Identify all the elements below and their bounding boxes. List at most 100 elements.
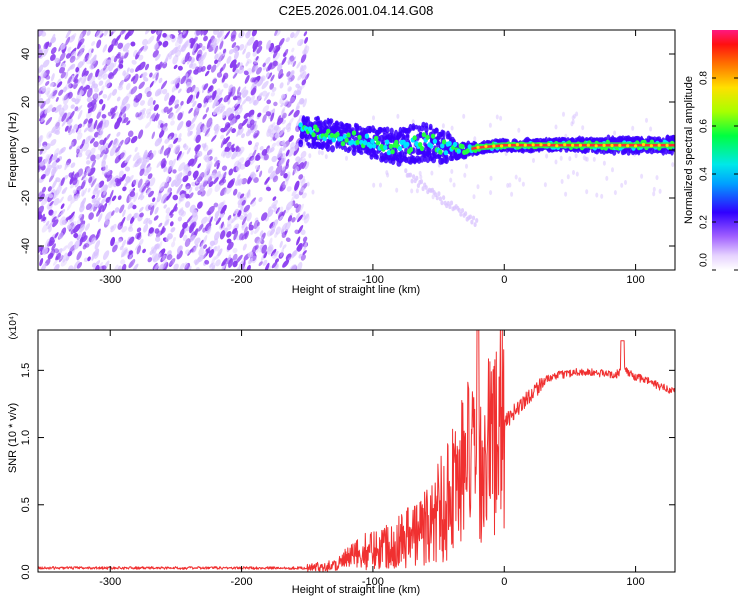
- noise-speckle: [214, 101, 219, 107]
- noise-speckle: [235, 254, 243, 264]
- noise-speckle: [278, 252, 284, 259]
- noise-speckle: [273, 250, 279, 257]
- noise-speckle: [96, 122, 103, 132]
- noise-speckle: [190, 114, 198, 125]
- noise-speckle: [149, 177, 156, 187]
- noise-speckle: [166, 187, 171, 196]
- noise-speckle: [41, 213, 45, 222]
- noise-speckle: [206, 160, 213, 170]
- trace-outer-blob: [330, 145, 335, 153]
- noise-speckle: [75, 66, 80, 73]
- noise-speckle: [118, 63, 124, 69]
- noise-speckle: [46, 90, 50, 98]
- noise-speckle: [170, 179, 177, 187]
- noise-speckle: [259, 230, 264, 237]
- noise-speckle-sparse: [488, 122, 492, 128]
- trace-core-dot: [649, 144, 654, 148]
- x-tick-label: -200: [231, 274, 253, 286]
- trace-mid-blob: [432, 138, 438, 144]
- x-tick-label: -300: [99, 274, 121, 286]
- noise-speckle: [171, 46, 178, 56]
- noise-speckle: [210, 172, 217, 179]
- noise-speckle: [234, 51, 239, 60]
- noise-speckle: [93, 248, 100, 257]
- noise-speckle: [51, 179, 58, 189]
- noise-speckle: [38, 205, 44, 216]
- noise-speckle: [67, 76, 73, 85]
- noise-speckle: [114, 264, 119, 270]
- noise-speckle: [67, 64, 74, 72]
- noise-speckle: [88, 176, 93, 184]
- noise-speckle-sparse: [395, 187, 399, 193]
- noise-speckle: [186, 86, 193, 94]
- noise-speckle: [275, 140, 282, 147]
- noise-speckle: [169, 113, 176, 120]
- noise-speckle: [221, 257, 228, 267]
- noise-speckle: [112, 138, 119, 148]
- noise-speckle: [87, 187, 91, 193]
- noise-speckle: [270, 248, 277, 257]
- noise-speckle: [142, 248, 147, 254]
- noise-speckle: [247, 140, 253, 146]
- noise-speckle: [134, 158, 142, 168]
- noise-speckle: [77, 152, 83, 158]
- noise-speckle: [65, 82, 71, 90]
- noise-speckle: [147, 173, 153, 180]
- noise-speckle: [73, 232, 79, 239]
- noise-speckle: [96, 39, 102, 49]
- noise-speckle: [53, 189, 60, 199]
- noise-speckle: [156, 31, 162, 42]
- noise-speckle: [162, 32, 167, 38]
- noise-speckle: [253, 132, 259, 139]
- noise-speckle: [176, 250, 183, 260]
- noise-speckle: [267, 246, 273, 252]
- noise-speckle: [252, 51, 257, 57]
- noise-speckle: [192, 42, 197, 53]
- noise-speckle: [280, 247, 285, 258]
- noise-speckle-sparse: [385, 170, 389, 176]
- noise-speckle: [204, 222, 212, 232]
- noise-speckle: [207, 215, 212, 223]
- noise-speckle: [208, 248, 214, 258]
- noise-speckle: [111, 195, 117, 202]
- noise-speckle: [50, 36, 57, 44]
- noise-speckle: [141, 184, 147, 193]
- noise-speckle: [44, 108, 49, 115]
- noise-speckle: [227, 254, 232, 261]
- noise-speckle: [206, 187, 213, 197]
- noise-speckle: [53, 248, 60, 254]
- trace-core-dot: [539, 143, 543, 147]
- noise-speckle-sparse: [415, 188, 419, 194]
- trace-core-dot: [523, 143, 527, 147]
- trace-mid-blob: [390, 149, 395, 155]
- noise-speckle: [140, 195, 145, 201]
- noise-speckle: [47, 159, 51, 168]
- noise-speckle-sparse: [396, 113, 400, 119]
- x-tick-label: 100: [626, 576, 644, 588]
- noise-speckle: [101, 165, 108, 176]
- noise-speckle: [248, 257, 253, 265]
- trace-tail-speckle: [419, 179, 424, 185]
- noise-speckle: [251, 85, 257, 96]
- noise-speckle: [222, 72, 229, 80]
- x-tick-label: 0: [501, 576, 507, 588]
- noise-speckle: [285, 122, 292, 130]
- noise-speckle: [197, 254, 204, 263]
- noise-speckle: [103, 186, 108, 196]
- noise-speckle: [179, 193, 186, 202]
- noise-speckle: [267, 206, 272, 213]
- noise-speckle-sparse: [595, 192, 599, 198]
- noise-speckle: [137, 112, 142, 118]
- noise-speckle: [50, 54, 56, 61]
- noise-speckle: [105, 170, 113, 179]
- noise-speckle-sparse: [562, 111, 565, 117]
- noise-speckle: [154, 206, 159, 215]
- noise-speckle: [185, 183, 191, 190]
- trace-mid-blob: [346, 132, 351, 138]
- noise-speckle: [296, 243, 303, 252]
- noise-speckle: [117, 221, 124, 230]
- noise-speckle: [235, 114, 241, 120]
- trace-mid-blob: [368, 143, 373, 149]
- snr-x-ticks: -300 -200 -100 0 100: [99, 330, 645, 588]
- noise-speckle: [60, 258, 68, 267]
